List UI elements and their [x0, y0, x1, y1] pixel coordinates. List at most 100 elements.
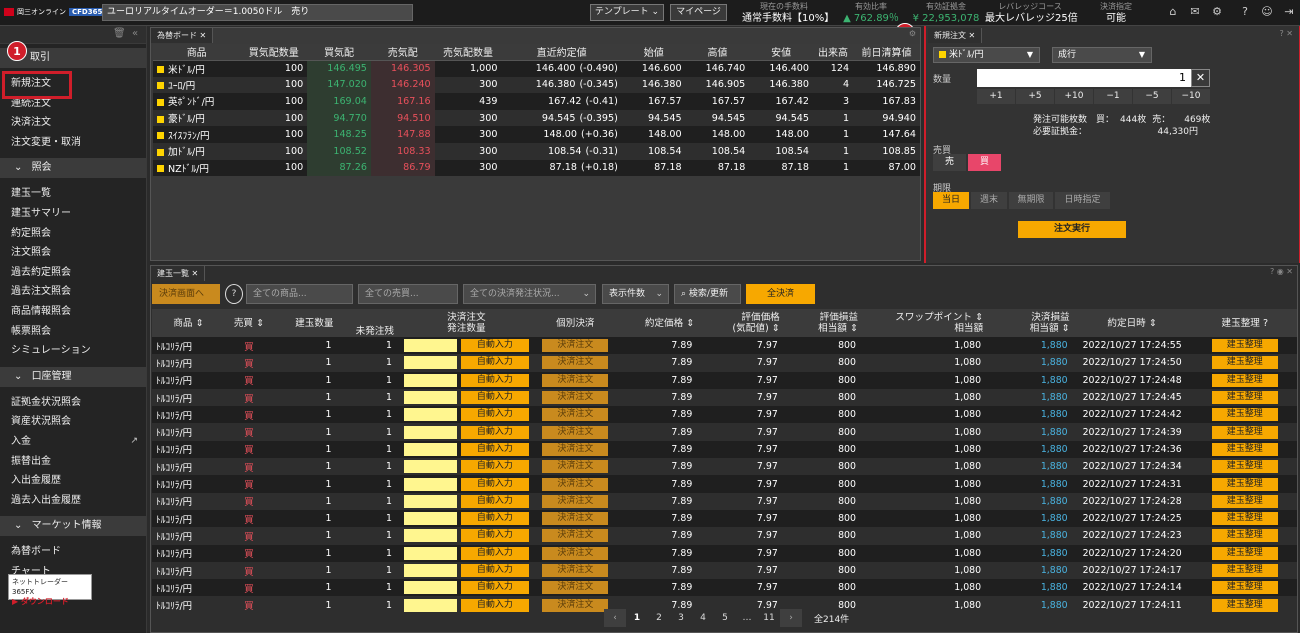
position-adjust-button[interactable]: 建玉整理 [1211, 598, 1278, 612]
position-adjust-button[interactable]: 建玉整理 [1211, 442, 1278, 456]
buy-button[interactable]: 買 [968, 154, 1001, 171]
bid-price[interactable]: 146.495 [307, 60, 371, 77]
gear-icon[interactable]: ⚙ [1212, 5, 1222, 18]
search-button[interactable]: ⌕ 検索/更新 [674, 284, 741, 304]
help-icon[interactable]: ? [1242, 5, 1248, 18]
mypage-button[interactable]: マイページ [670, 4, 727, 21]
section-account[interactable]: ⌄ 口座管理 [0, 366, 146, 387]
period-datetime[interactable]: 日時指定 [1055, 192, 1110, 209]
count-select[interactable]: 表示件数 ⌄ [602, 284, 669, 304]
page-link[interactable]: 4 [700, 613, 706, 623]
auto-input-button[interactable]: 自動入力 [460, 477, 529, 491]
sidebar-item[interactable]: 資産状況照会 [11, 416, 71, 428]
position-adjust-button[interactable]: 建玉整理 [1211, 460, 1278, 474]
home-icon[interactable]: ⌂ [1169, 5, 1177, 18]
logout-icon[interactable]: ⇥ [1284, 5, 1294, 18]
ask-price[interactable]: 167.16 [370, 93, 435, 110]
col-eval[interactable]: 評価価格 (気配値) ⇕ [696, 309, 782, 337]
col-side[interactable]: 売買 ⇕ [224, 309, 273, 337]
position-adjust-button[interactable]: 建玉整理 [1211, 408, 1278, 422]
qty-step-button[interactable]: +5 [1016, 89, 1054, 104]
ask-price[interactable]: 86.79 [370, 159, 435, 177]
page-link[interactable]: 5 [722, 613, 728, 623]
panel-menu-icon[interactable]: ? ◉ ✕ [1269, 267, 1293, 276]
sidebar-item[interactable]: 建玉サマリー [11, 207, 71, 219]
position-adjust-button[interactable]: 建玉整理 [1211, 512, 1278, 526]
sidebar-item[interactable]: 連続注文 [11, 97, 51, 109]
settle-order-button[interactable]: 決済注文 [542, 373, 609, 387]
rate-row[interactable]: 豪ﾄﾞﾙ/円 100 94.770 94.510 300 94.545 (-0.395) 94… [153, 109, 920, 127]
settle-order-button[interactable]: 決済注文 [542, 581, 609, 595]
page-link[interactable]: 3 [678, 613, 684, 623]
panel-menu-icon[interactable]: ? ✕ [1279, 29, 1294, 38]
sidebar-item[interactable]: 過去入出金履歴 [11, 494, 81, 506]
qty-step-button[interactable]: −10 [1172, 89, 1210, 104]
settle-all-button[interactable]: 全決済 [746, 284, 815, 304]
page-link[interactable]: 11 [763, 613, 775, 623]
side-filter[interactable]: 全ての売買... [358, 284, 458, 304]
settle-order-button[interactable]: 決済注文 [542, 425, 609, 439]
bid-price[interactable]: 148.25 [307, 126, 371, 143]
qty-step-button[interactable]: −1 [1094, 89, 1132, 104]
order-qty-input[interactable] [403, 598, 457, 612]
close-icon[interactable]: ✕ [968, 31, 976, 40]
sidebar-item[interactable]: 建玉一覧 [11, 188, 51, 200]
settle-order-button[interactable]: 決済注文 [542, 356, 609, 370]
position-adjust-button[interactable]: 建玉整理 [1211, 425, 1278, 439]
settle-order-button[interactable]: 決済注文 [542, 564, 609, 577]
sidebar-item[interactable]: 決済注文 [11, 117, 51, 129]
position-adjust-button[interactable]: 建玉整理 [1211, 529, 1278, 543]
order-qty-input[interactable] [403, 339, 457, 353]
sidebar-item[interactable]: 振替出金 [11, 455, 51, 467]
settle-order-button[interactable]: 決済注文 [542, 408, 609, 422]
clear-icon[interactable]: ✕ [1191, 69, 1210, 87]
order-qty-input[interactable] [403, 546, 457, 560]
order-qty-input[interactable] [403, 477, 457, 491]
bid-price[interactable]: 108.52 [307, 142, 371, 160]
collapse-icon[interactable]: « [132, 28, 139, 39]
position-adjust-button[interactable]: 建玉整理 [1211, 546, 1278, 560]
settle-order-button[interactable]: 決済注文 [542, 546, 609, 560]
help-icon[interactable]: ? [225, 284, 243, 304]
order-qty-input[interactable] [403, 373, 457, 387]
settle-screen-button[interactable]: 決済画面へ [152, 284, 220, 304]
sidebar-item[interactable]: 入出金履歴 [11, 475, 61, 487]
tab-rate-board[interactable]: 為替ボード ✕ [151, 28, 214, 43]
order-type-select[interactable]: 成行 ▼ [1052, 47, 1152, 63]
mail-icon[interactable]: ✉ [1190, 5, 1200, 18]
auto-input-button[interactable]: 自動入力 [460, 564, 529, 577]
sidebar-item[interactable]: 注文照会 [11, 247, 51, 259]
settle-order-button[interactable]: 決済注文 [542, 598, 609, 612]
position-adjust-button[interactable]: 建玉整理 [1211, 373, 1278, 387]
qty-step-button[interactable]: +10 [1055, 89, 1093, 104]
auto-input-button[interactable]: 自動入力 [460, 598, 529, 612]
prev-page-icon[interactable]: ‹ [604, 609, 626, 627]
qty-step-button[interactable]: +1 [977, 89, 1015, 104]
auto-input-button[interactable]: 自動入力 [460, 356, 529, 370]
col-product[interactable]: 商品 ⇕ [152, 309, 225, 337]
auto-input-button[interactable]: 自動入力 [460, 460, 529, 474]
panel-menu-icon[interactable]: ⚙ [908, 29, 916, 38]
qty-step-button[interactable]: −5 [1133, 89, 1171, 104]
settle-order-button[interactable]: 決済注文 [542, 391, 609, 405]
ask-price[interactable]: 108.33 [370, 142, 435, 160]
position-adjust-button[interactable]: 建玉整理 [1211, 356, 1278, 370]
status-filter[interactable]: 全ての決済発注状況... ⌄ [463, 284, 596, 304]
news-ticker[interactable]: ユーロリアルタイムオーダー＝1.0050ドル 売り [102, 4, 413, 21]
download-banner[interactable]: ネットトレーダー365FX ▶ ダウンロード [8, 574, 92, 606]
col-settle-pl[interactable]: 決済損益 相当額 ⇕ [985, 309, 1072, 337]
next-page-icon[interactable]: › [780, 609, 802, 627]
order-qty-input[interactable] [403, 442, 457, 456]
auto-input-button[interactable]: 自動入力 [460, 339, 529, 353]
sidebar-item[interactable]: 新規注文 [11, 78, 51, 89]
sidebar-item[interactable]: 注文変更・取消 [11, 136, 81, 148]
settle-order-button[interactable]: 決済注文 [542, 442, 609, 456]
page-link[interactable]: 2 [656, 613, 662, 623]
close-icon[interactable]: ✕ [199, 31, 207, 40]
auto-input-button[interactable]: 自動入力 [460, 546, 529, 560]
sidebar-item[interactable]: 商品情報照会 [11, 305, 71, 317]
auto-input-button[interactable]: 自動入力 [460, 373, 529, 387]
page-link[interactable]: 1 [633, 613, 641, 623]
bid-price[interactable]: 147.020 [307, 76, 371, 94]
order-qty-input[interactable] [403, 391, 457, 405]
